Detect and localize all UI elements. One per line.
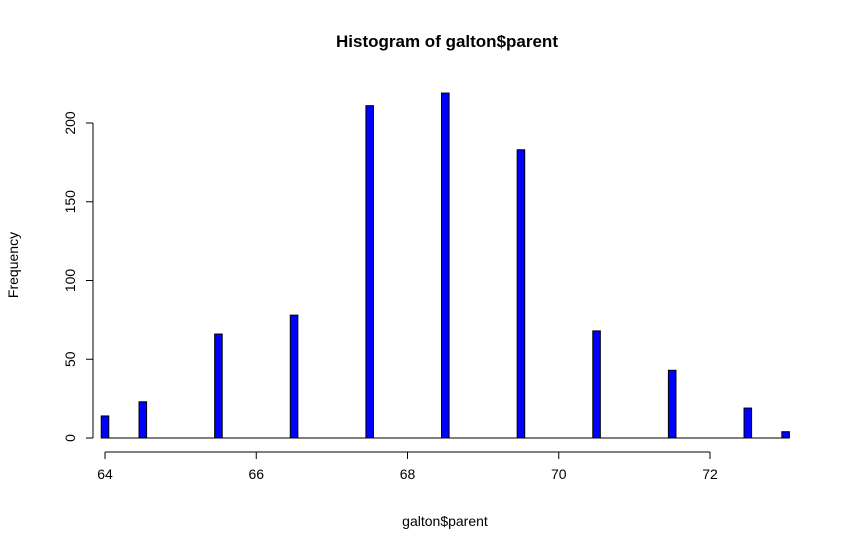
x-axis-label: galton$parent [402,513,488,529]
chart-title: Histogram of galton$parent [336,32,558,51]
y-tick-label-3: 150 [62,190,78,214]
histogram-bar-6 [516,149,526,439]
x-axis: 64 66 68 70 72 [97,451,718,482]
y-axis: 0 50 100 150 200 [62,111,94,442]
y-tick-label-0: 0 [62,434,78,442]
x-tick-label-3: 70 [551,466,567,482]
x-tick-label-2: 68 [400,466,416,482]
y-tick-label-4: 200 [62,111,78,135]
histogram-bar-0 [100,415,110,439]
histogram-bar-9 [743,407,753,439]
bars-group [100,92,790,439]
x-tick-label-4: 72 [702,466,718,482]
histogram-bar-5 [441,92,450,439]
histogram-bar-2 [214,333,223,439]
histogram-bar-4 [365,105,374,439]
histogram-bar-7 [592,330,601,439]
y-tick-label-1: 50 [62,351,78,367]
histogram-bar-8 [667,369,677,439]
y-tick-label-2: 100 [62,269,78,293]
histogram-bar-10 [781,431,790,439]
histogram-bar-3 [289,314,299,439]
x-tick-label-1: 66 [248,466,264,482]
x-tick-label-0: 64 [97,466,113,482]
histogram-bar-1 [138,401,148,439]
y-axis-label: Frequency [5,232,21,298]
